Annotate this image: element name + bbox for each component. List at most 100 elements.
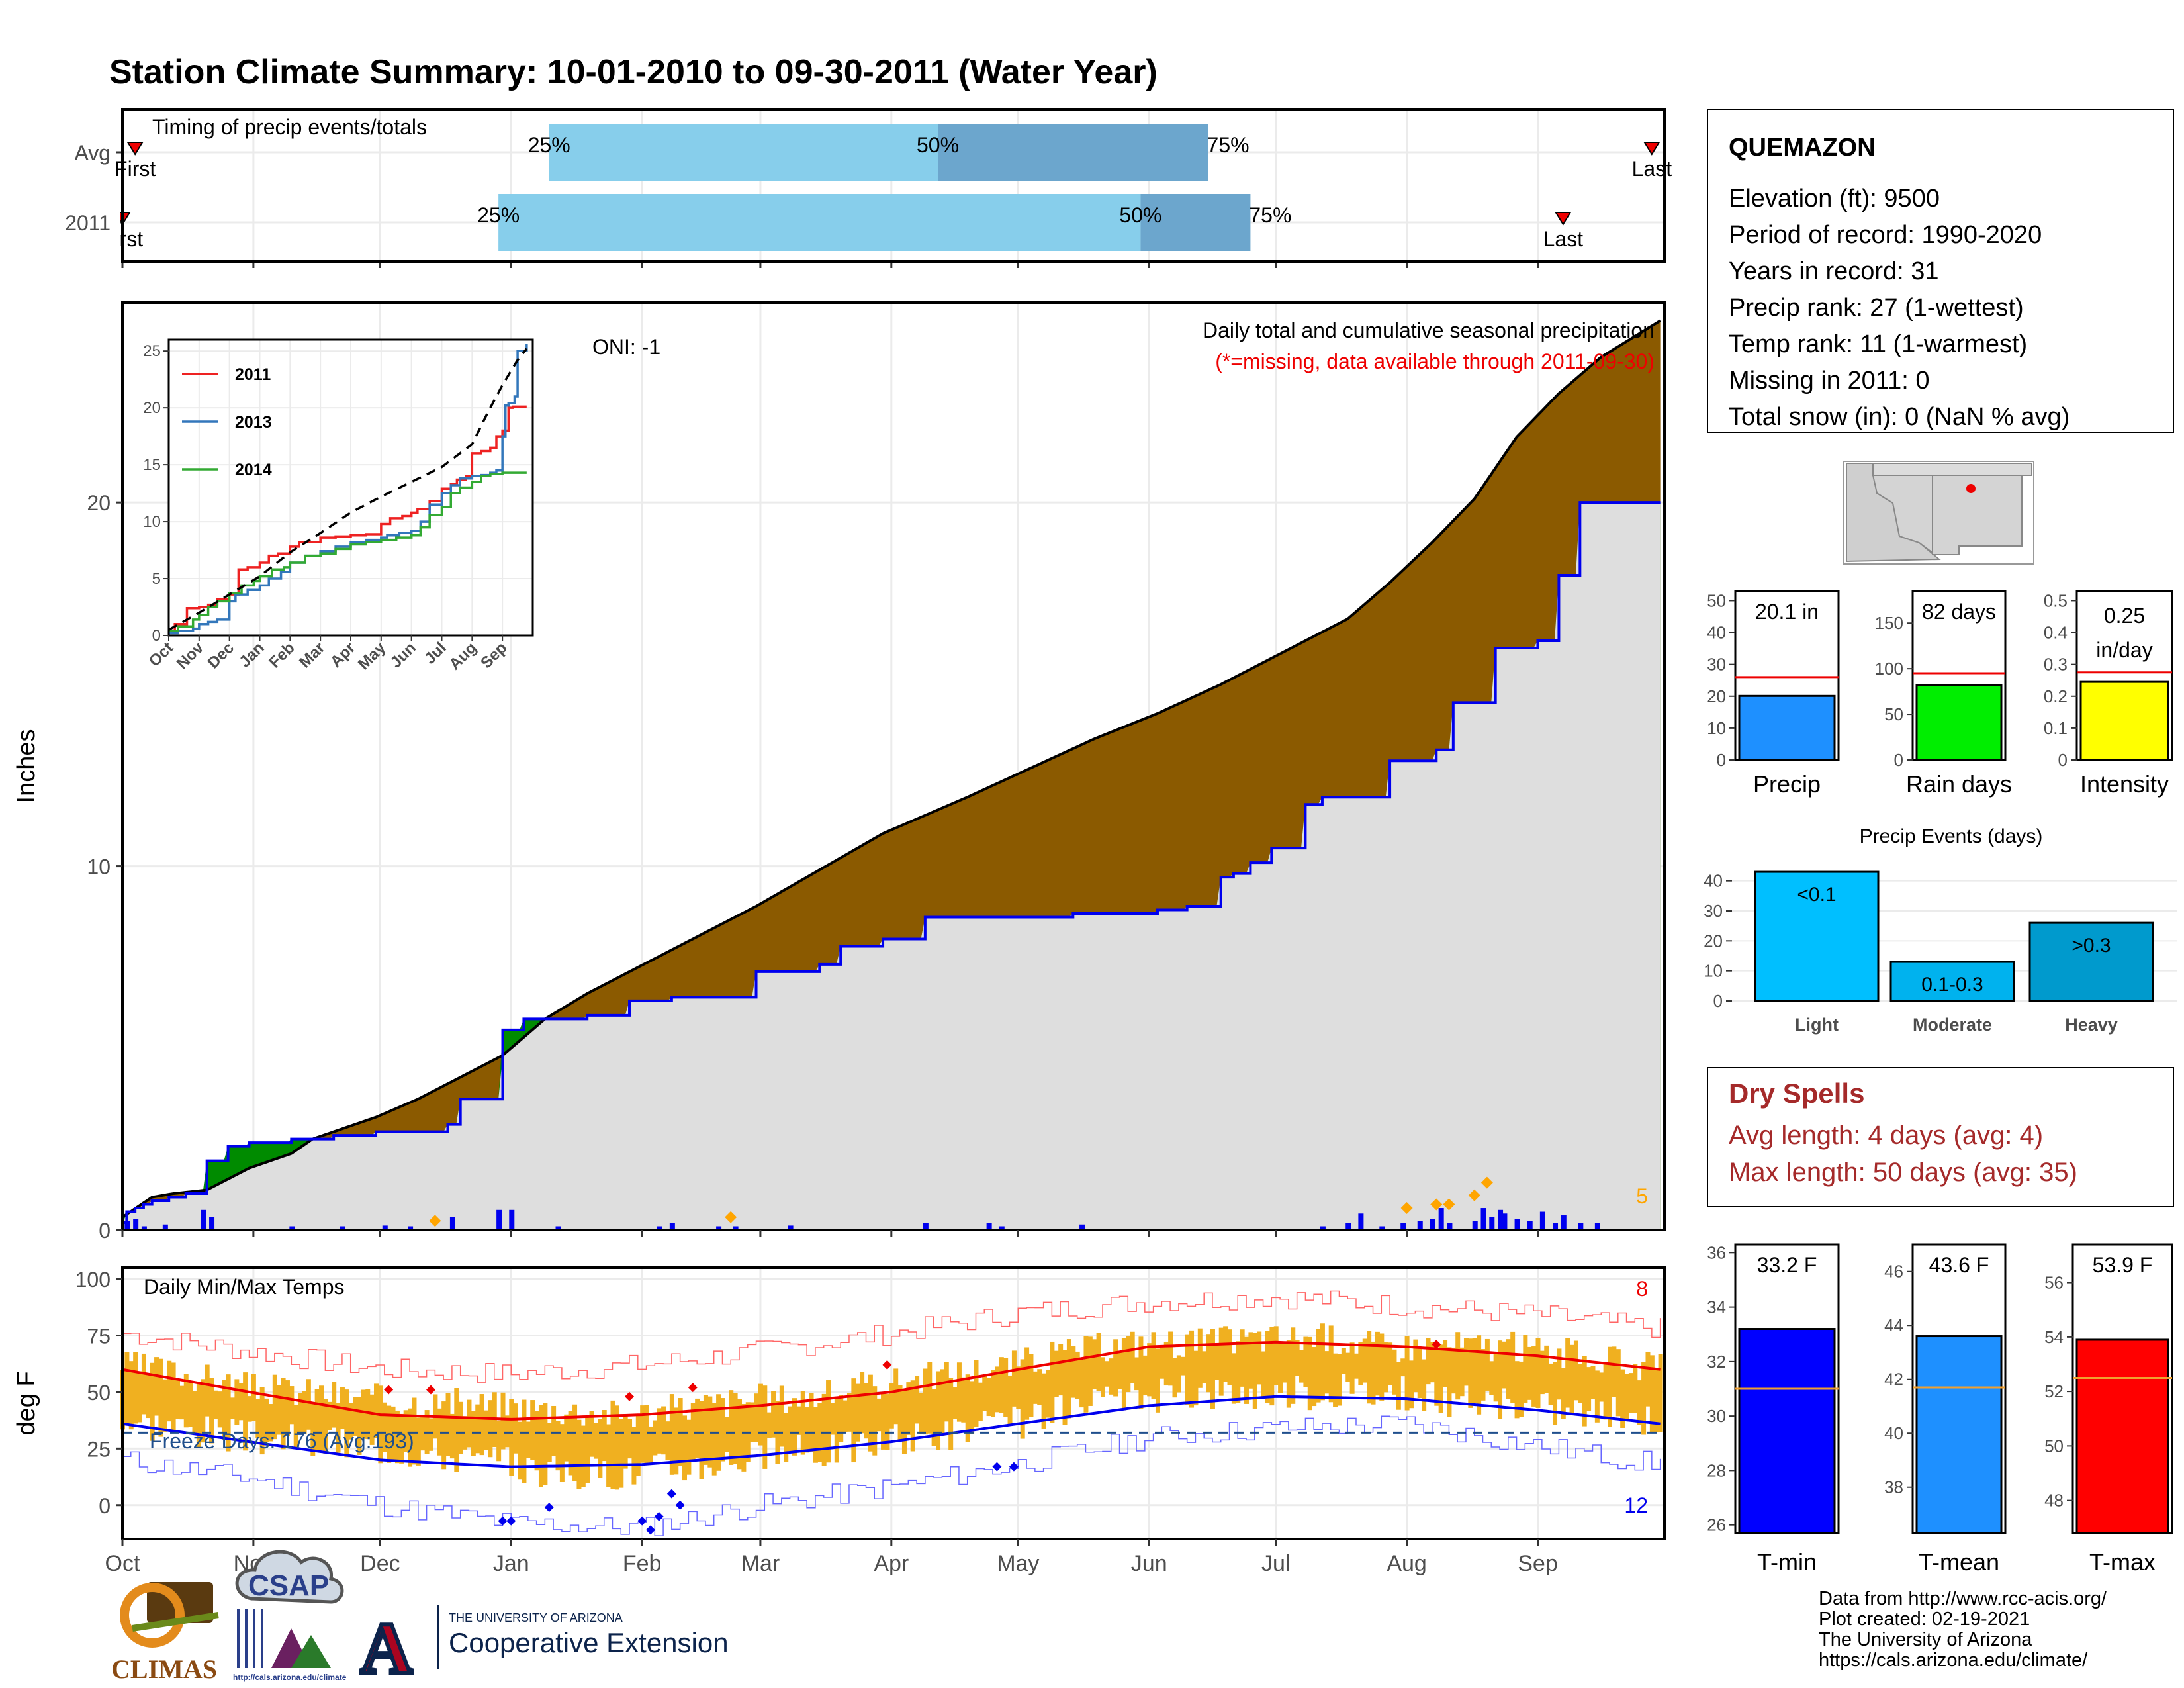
inset-line-2014 bbox=[169, 471, 527, 632]
daily-temp-range-bar bbox=[175, 1378, 180, 1419]
daily-temp-range-bar bbox=[965, 1374, 970, 1442]
csap-url: http://cals.arizona.edu/climate bbox=[233, 1673, 347, 1682]
daily-temp-range-bar bbox=[1510, 1331, 1516, 1403]
daily-temp-range-bar bbox=[205, 1364, 210, 1417]
timing-bar-50-75 bbox=[938, 124, 1208, 181]
daily-temp-range-bar bbox=[610, 1400, 615, 1489]
daily-temp-range-bar bbox=[1172, 1358, 1177, 1398]
daily-temp-range-bar bbox=[1582, 1356, 1587, 1427]
record-max-marker bbox=[625, 1391, 635, 1401]
record-max-marker bbox=[688, 1383, 698, 1393]
daily-temp-range-bar bbox=[1430, 1342, 1435, 1383]
daily-temp-range-bar bbox=[1438, 1344, 1443, 1413]
daily-temp-range-bar bbox=[720, 1398, 725, 1462]
temps-y-axis-label: deg F bbox=[13, 1371, 40, 1435]
daily-temp-range-bar bbox=[1349, 1342, 1355, 1394]
first-event-label: First bbox=[114, 157, 156, 181]
min-extreme-count: 12 bbox=[1624, 1493, 1648, 1517]
temps-y-tick-label: 75 bbox=[87, 1325, 111, 1348]
daily-temp-range-bar bbox=[277, 1385, 282, 1435]
daily-temp-range-bar bbox=[846, 1393, 852, 1432]
temps-x-tick-label: Jul bbox=[1261, 1551, 1290, 1576]
daily-precip-bar bbox=[1578, 1223, 1584, 1230]
daily-temp-range-bar bbox=[817, 1403, 823, 1462]
summary-y-tick-label: 0.5 bbox=[2044, 590, 2068, 610]
temperature-summary-panels: 26 28 30 32 34 36 33.2 F T-min 38 40 42 44 46 43.6 F T… bbox=[1707, 1243, 2173, 1575]
precip-event-bar bbox=[1889, 961, 2015, 1002]
daily-temp-range-bar bbox=[518, 1421, 523, 1480]
summary-value-label: 82 days bbox=[1922, 600, 1996, 624]
daily-temp-range-bar bbox=[915, 1376, 920, 1424]
daily-temp-range-bar bbox=[952, 1387, 958, 1419]
daily-temp-range-bar bbox=[606, 1424, 612, 1487]
summary-y-tick-label: 46 bbox=[1884, 1262, 1903, 1282]
daily-temp-range-bar bbox=[974, 1360, 979, 1427]
daily-temp-range-bar bbox=[281, 1378, 286, 1450]
inset-y-tick-label: 25 bbox=[143, 342, 161, 360]
daily-temp-range-bar bbox=[1295, 1340, 1300, 1376]
daily-temp-range-bar bbox=[699, 1401, 704, 1479]
daily-temp-range-bar bbox=[1189, 1330, 1195, 1408]
daily-precip-bar bbox=[1498, 1209, 1504, 1230]
summary-y-tick-label: 0 bbox=[1894, 750, 1903, 770]
daily-temp-range-bar bbox=[1383, 1342, 1388, 1393]
daily-temp-range-bar bbox=[834, 1397, 839, 1463]
daily-temp-range-bar bbox=[661, 1406, 666, 1455]
station-info-line: Total snow (in): 0 (NaN % avg) bbox=[1729, 403, 2070, 431]
timing-p50-label: 50% bbox=[917, 133, 959, 157]
daily-precip-bar bbox=[923, 1223, 929, 1230]
average-cumulative-line bbox=[121, 319, 1661, 1219]
daily-temp-range-bar bbox=[893, 1368, 899, 1425]
daily-temp-range-bar bbox=[230, 1397, 235, 1419]
record-min-marker bbox=[637, 1516, 647, 1526]
daily-precip-bar bbox=[340, 1226, 345, 1230]
daily-precip-bar bbox=[162, 1224, 168, 1230]
inset-y-tick-label: 10 bbox=[143, 513, 161, 531]
daily-precip-bar bbox=[1502, 1213, 1508, 1230]
daily-temp-range-bar bbox=[1354, 1353, 1359, 1379]
daily-temp-range-bar bbox=[978, 1382, 983, 1422]
daily-temp-range-bar bbox=[1003, 1358, 1009, 1417]
daily-temp-range-bar bbox=[1633, 1364, 1638, 1413]
daily-temp-range-bar bbox=[1645, 1351, 1651, 1407]
daily-temp-range-bar bbox=[124, 1352, 130, 1425]
daily-temp-range-bar bbox=[559, 1424, 565, 1483]
daily-temp-range-bar bbox=[289, 1386, 295, 1425]
daily-temp-range-bar bbox=[1016, 1366, 1021, 1409]
daily-temp-range-bar bbox=[1320, 1323, 1325, 1401]
record-min-marker bbox=[1009, 1462, 1019, 1472]
dry-spells-max: Max length: 50 days (avg: 35) bbox=[1729, 1158, 2077, 1187]
daily-temp-range-bar bbox=[1214, 1343, 1220, 1380]
last-event-label: Last bbox=[1543, 227, 1584, 251]
precip-y-axis-label: Inches bbox=[13, 729, 40, 804]
daily-temp-range-bar bbox=[737, 1399, 742, 1470]
daily-temp-range-bar bbox=[1007, 1375, 1013, 1426]
daily-temp-range-bar bbox=[1518, 1361, 1524, 1417]
daily-temp-range-bar bbox=[598, 1419, 603, 1478]
daily-temp-range-bar bbox=[1160, 1346, 1165, 1379]
summary-category-label: Precip bbox=[1753, 771, 1821, 798]
daily-temp-range-bar bbox=[627, 1419, 633, 1459]
daily-temp-range-bar bbox=[1341, 1348, 1346, 1374]
daily-temp-range-bar bbox=[923, 1368, 928, 1435]
daily-temp-range-bar bbox=[1202, 1351, 1207, 1383]
daily-temp-range-bar bbox=[1316, 1329, 1321, 1403]
daily-temp-range-bar bbox=[183, 1374, 189, 1428]
ua-logo: A THE UNIVERSITY OF ARIZONA Cooperative … bbox=[358, 1605, 729, 1688]
record-min-marker bbox=[675, 1500, 685, 1510]
precip-event-category: Moderate bbox=[1913, 1015, 1992, 1035]
daily-temp-range-bar bbox=[1058, 1344, 1064, 1396]
summary-y-tick-label: 0.4 bbox=[2044, 623, 2068, 643]
daily-temp-range-bar bbox=[209, 1378, 214, 1444]
precip-panel-subtitle: (*=missing, data available through 2011-… bbox=[1215, 350, 1655, 373]
daily-temp-range-bar bbox=[792, 1398, 797, 1456]
daily-temp-range-bar bbox=[1100, 1357, 1105, 1397]
record-min-line bbox=[122, 1415, 1661, 1536]
dry-spells-avg: Avg length: 4 days (avg: 4) bbox=[1729, 1121, 2043, 1150]
daily-temp-range-bar bbox=[251, 1374, 256, 1421]
daily-temp-range-bar bbox=[327, 1401, 332, 1430]
daily-temp-range-bar bbox=[420, 1417, 426, 1451]
summary-y-tick-label: 42 bbox=[1884, 1370, 1903, 1389]
